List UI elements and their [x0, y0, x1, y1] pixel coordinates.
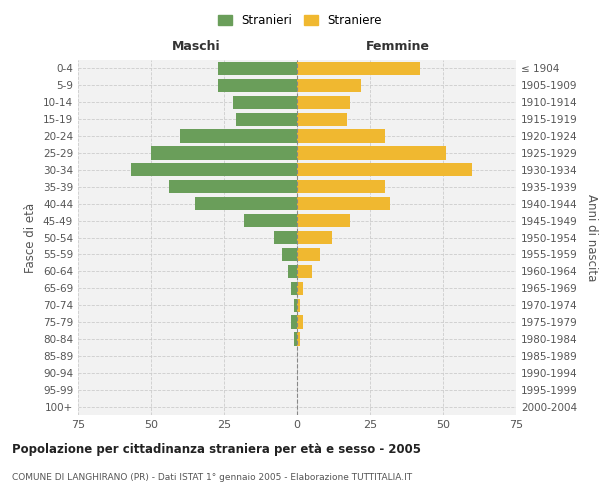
Bar — [297, 164, 472, 176]
Legend: Stranieri, Straniere: Stranieri, Straniere — [214, 11, 386, 31]
Bar — [297, 96, 350, 109]
Bar — [297, 264, 311, 278]
Bar — [297, 130, 385, 142]
Bar — [297, 332, 300, 345]
Bar — [297, 79, 361, 92]
Bar — [297, 298, 300, 312]
Y-axis label: Anni di nascita: Anni di nascita — [584, 194, 598, 281]
Bar — [297, 62, 419, 75]
Bar — [218, 79, 297, 92]
Bar — [244, 214, 297, 227]
Bar — [274, 231, 297, 244]
Text: Femmine: Femmine — [366, 40, 430, 53]
Bar — [297, 180, 385, 194]
Text: Maschi: Maschi — [172, 40, 221, 53]
Bar — [297, 112, 347, 126]
Bar — [195, 197, 297, 210]
Bar — [218, 62, 297, 75]
Bar — [297, 316, 303, 328]
Bar — [233, 96, 297, 109]
Bar — [297, 231, 332, 244]
Bar — [180, 130, 297, 142]
Bar — [291, 316, 297, 328]
Bar — [297, 146, 446, 160]
Bar — [297, 197, 391, 210]
Text: COMUNE DI LANGHIRANO (PR) - Dati ISTAT 1° gennaio 2005 - Elaborazione TUTTITALIA: COMUNE DI LANGHIRANO (PR) - Dati ISTAT 1… — [12, 472, 412, 482]
Text: Popolazione per cittadinanza straniera per età e sesso - 2005: Popolazione per cittadinanza straniera p… — [12, 442, 421, 456]
Bar — [131, 164, 297, 176]
Bar — [236, 112, 297, 126]
Bar — [297, 214, 350, 227]
Y-axis label: Fasce di età: Fasce di età — [25, 202, 37, 272]
Bar — [294, 332, 297, 345]
Bar — [297, 248, 320, 261]
Bar — [151, 146, 297, 160]
Bar — [297, 282, 303, 295]
Bar — [288, 264, 297, 278]
Bar — [291, 282, 297, 295]
Bar — [283, 248, 297, 261]
Bar — [294, 298, 297, 312]
Bar — [169, 180, 297, 194]
